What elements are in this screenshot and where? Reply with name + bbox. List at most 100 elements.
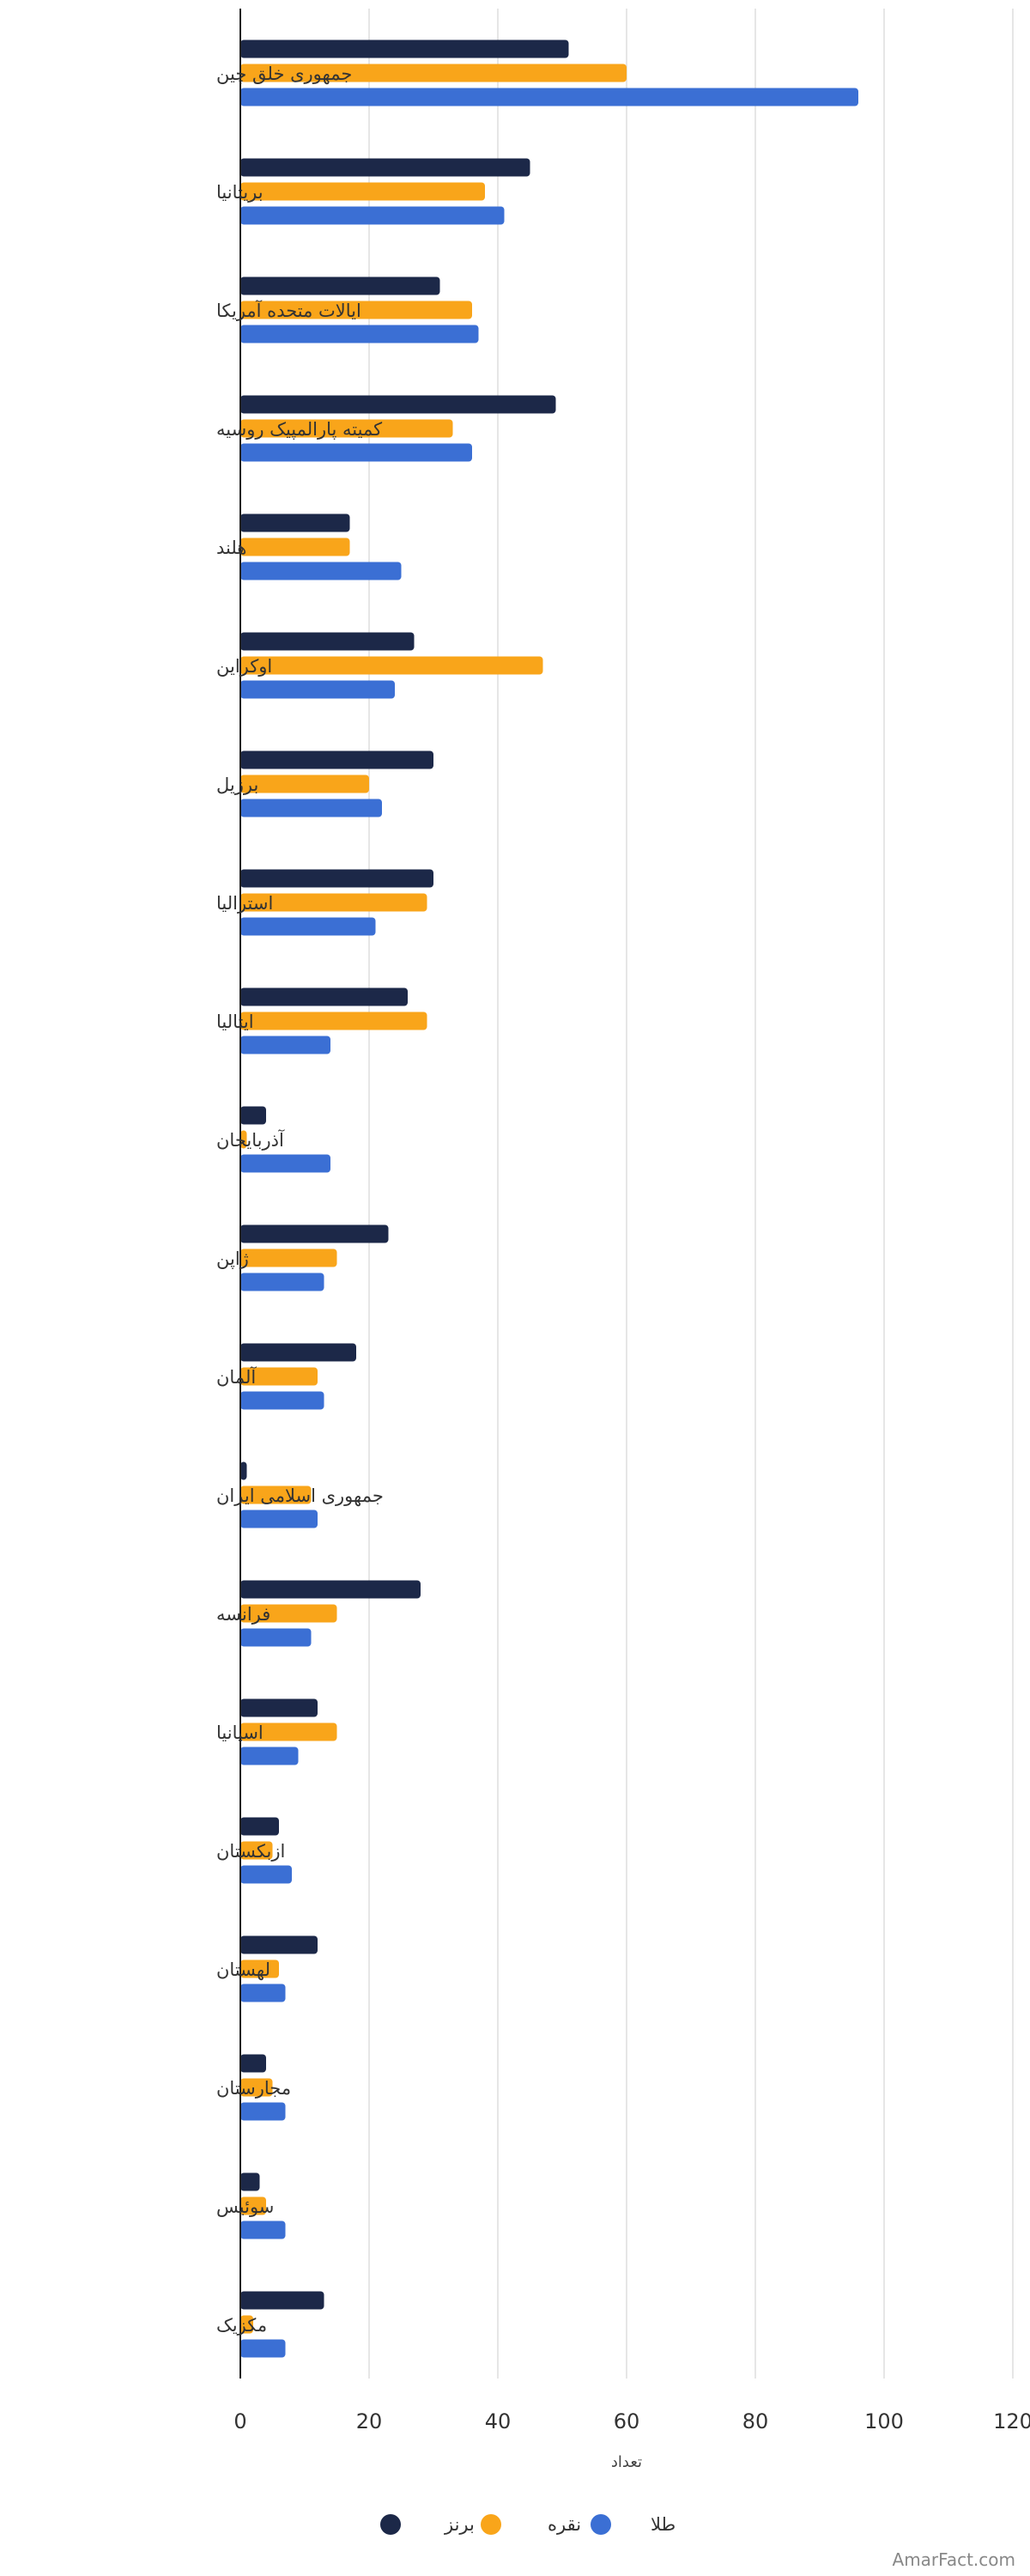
x-tick-20: 20 [356, 2409, 383, 2433]
bar-1-11 [240, 1224, 389, 1243]
bar-1-20 [240, 2291, 324, 2310]
bar-3-14 [240, 1628, 312, 1647]
legend: برنز نقره طلا [380, 2514, 676, 2535]
grid [368, 9, 1014, 2379]
bar-3-7 [240, 799, 382, 817]
bar-2-1 [240, 64, 627, 82]
legend-swatch-2 [481, 2514, 501, 2535]
bar-2-20 [240, 2315, 253, 2334]
x-tick-120: 120 [993, 2409, 1030, 2433]
bar-2-3 [240, 301, 472, 319]
bar-2-12 [240, 1367, 318, 1386]
bar-2-9 [240, 1012, 427, 1030]
category-label-11: ژاپن [216, 1249, 249, 1269]
bar-1-15 [240, 1698, 318, 1717]
x-tick-40: 40 [485, 2409, 512, 2433]
x-tick-60: 60 [614, 2409, 640, 2433]
legend-label-1: برنز [444, 2514, 475, 2535]
bars [240, 39, 858, 2358]
bar-2-10 [240, 1130, 247, 1149]
bar-1-10 [240, 1106, 266, 1125]
bar-3-3 [240, 325, 479, 343]
bar-2-17 [240, 1959, 279, 1978]
category-label-9: ایتالیا [216, 1012, 254, 1032]
bar-3-9 [240, 1036, 330, 1054]
bar-2-13 [240, 1485, 312, 1504]
bar-1-16 [240, 1817, 279, 1836]
bar-2-19 [240, 2196, 266, 2215]
x-tick-80: 80 [742, 2409, 769, 2433]
category-label-18: مجارستان [216, 2078, 291, 2099]
bar-2-4 [240, 419, 453, 438]
bar-1-7 [240, 750, 433, 769]
bar-2-8 [240, 893, 427, 912]
category-label-12: آلمان [216, 1366, 257, 1388]
category-label-17: لهستان [216, 1959, 270, 1980]
legend-swatch-1 [380, 2514, 401, 2535]
bar-3-6 [240, 680, 395, 699]
bar-2-15 [240, 1722, 337, 1741]
bar-1-14 [240, 1580, 421, 1599]
bar-3-17 [240, 1984, 286, 2002]
watermark: AmarFact.com [893, 2549, 1015, 2570]
bar-3-19 [240, 2221, 286, 2239]
category-label-8: استرالیا [216, 893, 273, 914]
category-labels: جمهوری خلق چین بریتانیا ایالات متحده آمریک… [216, 64, 384, 2336]
legend-swatch-3 [591, 2514, 611, 2535]
x-axis-title: تعداد [611, 2453, 642, 2471]
bar-3-15 [240, 1747, 299, 1765]
bar-3-2 [240, 206, 505, 225]
bar-2-2 [240, 182, 485, 201]
category-label-16: ازبکستان [216, 1841, 285, 1862]
bar-3-1 [240, 88, 858, 106]
bar-3-5 [240, 562, 402, 580]
category-label-1: جمهوری خلق چین [216, 64, 352, 84]
x-tick-100: 100 [864, 2409, 904, 2433]
x-tick-0: 0 [233, 2409, 246, 2433]
bar-2-7 [240, 775, 369, 793]
bar-1-18 [240, 2054, 266, 2073]
bar-2-11 [240, 1249, 337, 1267]
bar-3-20 [240, 2339, 286, 2358]
bar-3-18 [240, 2102, 286, 2121]
category-label-20: مکزیک [216, 2315, 267, 2336]
bar-3-12 [240, 1391, 324, 1410]
bar-1-13 [240, 1461, 247, 1480]
bar-1-9 [240, 987, 408, 1006]
bar-2-14 [240, 1604, 337, 1623]
bar-2-5 [240, 538, 350, 556]
category-label-10: آذربایجان [216, 1129, 285, 1151]
category-label-2: بریتانیا [216, 182, 264, 203]
bar-1-5 [240, 513, 350, 532]
category-label-15: اسپانیا [216, 1722, 264, 1743]
category-label-6: اوکراین [216, 656, 272, 677]
category-label-4: کمیته پارالمپیک روسیه [216, 419, 382, 440]
bar-2-16 [240, 1841, 273, 1860]
bar-1-4 [240, 395, 556, 414]
category-label-5: هلند [216, 538, 246, 558]
bar-1-19 [240, 2172, 260, 2191]
bar-1-2 [240, 158, 530, 177]
bar-1-3 [240, 276, 440, 295]
category-label-19: سوئیس [216, 2196, 274, 2217]
bar-3-8 [240, 917, 376, 936]
bar-2-6 [240, 656, 543, 675]
bar-3-11 [240, 1273, 324, 1291]
bar-3-4 [240, 443, 472, 462]
x-axis-ticks: 0 20 40 60 80 100 120 [233, 2409, 1030, 2433]
bar-1-12 [240, 1343, 356, 1362]
bar-1-17 [240, 1935, 318, 1954]
legend-label-2: نقره [548, 2514, 581, 2535]
bar-2-18 [240, 2078, 273, 2097]
category-label-13: جمهوری اسلامی ایران [216, 1485, 384, 1506]
bar-3-13 [240, 1510, 318, 1528]
bar-1-6 [240, 632, 415, 651]
bar-3-10 [240, 1154, 330, 1173]
category-label-3: ایالات متحده آمریکا [216, 300, 361, 321]
bar-1-8 [240, 869, 433, 888]
bar-1-1 [240, 39, 569, 58]
legend-label-3: طلا [651, 2514, 676, 2535]
category-label-14: فرانسه [216, 1604, 270, 1625]
category-label-7: برزیل [216, 775, 258, 795]
